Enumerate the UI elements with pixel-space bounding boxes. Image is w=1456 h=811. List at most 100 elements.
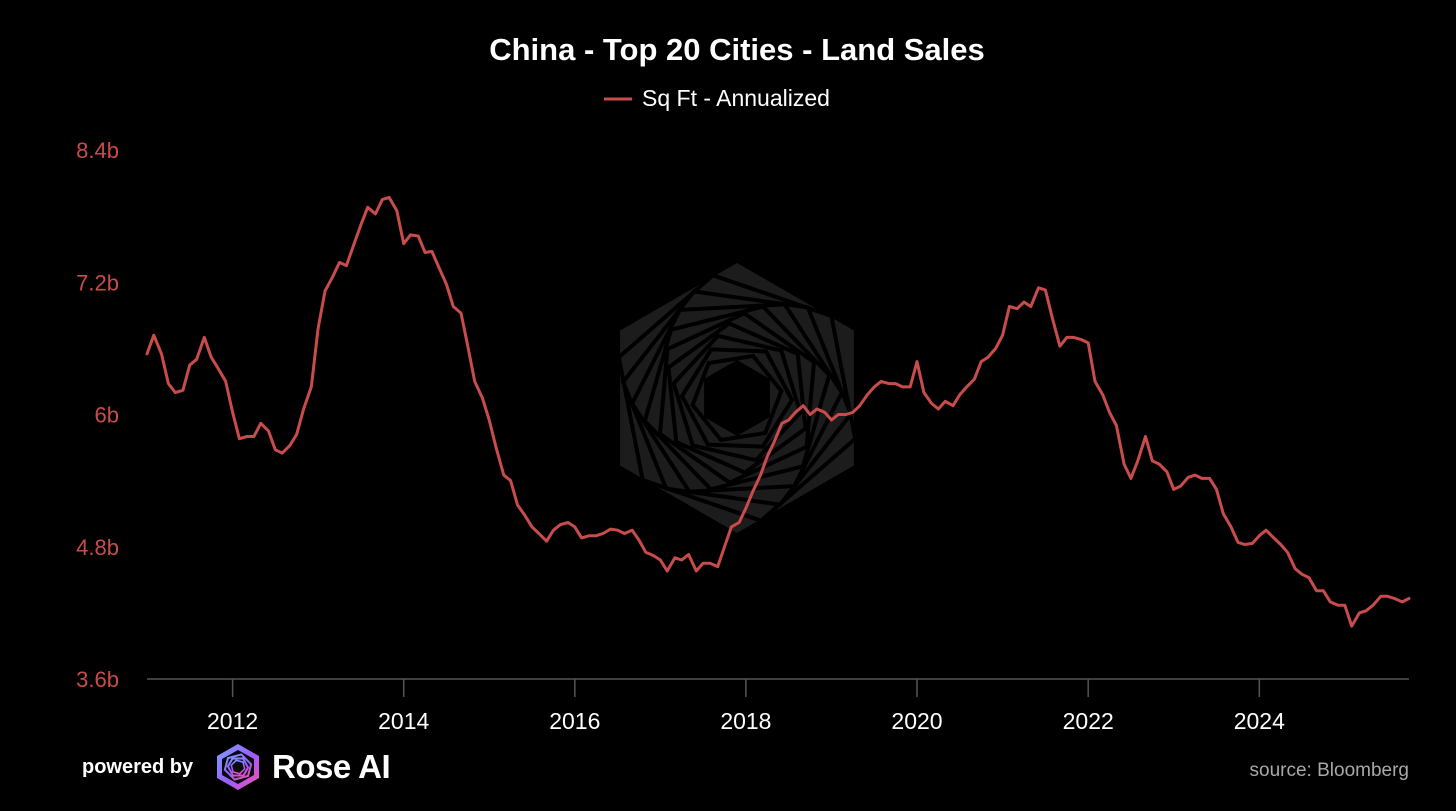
data-point: [666, 569, 669, 573]
data-point: [210, 356, 213, 359]
series-points: [145, 196, 1411, 628]
data-point: [759, 473, 762, 477]
y-tick-label: 6b: [95, 403, 119, 428]
data-point: [1200, 477, 1204, 480]
data-point: [160, 352, 163, 356]
data-point: [787, 418, 790, 422]
data-point: [267, 429, 270, 433]
data-point: [281, 451, 284, 455]
data-point: [238, 437, 241, 440]
data-point: [644, 551, 647, 554]
data-point: [944, 400, 947, 403]
x-tick-label: 2022: [1063, 708, 1114, 734]
data-point: [423, 251, 427, 254]
data-point: [823, 411, 826, 414]
data-point: [1264, 529, 1268, 532]
data-point: [537, 532, 541, 535]
data-point: [723, 545, 726, 548]
data-point: [152, 334, 155, 337]
data-point: [274, 448, 277, 451]
data-point: [958, 393, 961, 396]
data-point: [1029, 305, 1033, 308]
data-point: [1065, 336, 1069, 339]
data-point: [530, 525, 534, 529]
data-point: [1322, 589, 1325, 592]
data-point: [1294, 567, 1297, 570]
data-point: [145, 352, 149, 356]
data-point: [545, 540, 548, 543]
data-point: [259, 422, 262, 425]
data-point: [1044, 288, 1047, 292]
data-point: [894, 382, 897, 385]
data-point: [1179, 484, 1182, 488]
data-point: [965, 385, 968, 389]
data-point: [331, 275, 334, 278]
data-point: [1236, 541, 1240, 544]
data-point: [302, 407, 305, 411]
data-point: [701, 562, 705, 565]
data-point: [466, 345, 469, 348]
data-point: [1022, 300, 1026, 304]
data-point: [310, 385, 313, 389]
data-point: [1037, 286, 1040, 289]
data-point: [409, 233, 412, 237]
watermark-hexagon-ring: [620, 289, 854, 507]
data-point: [366, 206, 369, 209]
watermark-hexagon-ring: [629, 302, 845, 494]
data-point: [951, 404, 955, 407]
data-point: [637, 538, 641, 542]
data-point: [609, 527, 612, 531]
data-point: [673, 556, 677, 559]
data-point: [1008, 305, 1011, 308]
data-point: [915, 360, 919, 363]
data-point: [659, 558, 662, 562]
data-point: [1165, 470, 1169, 473]
data-point: [395, 209, 398, 212]
data-point: [1093, 380, 1097, 383]
data-point: [687, 553, 690, 556]
data-point: [922, 391, 926, 394]
data-point: [288, 444, 292, 447]
data-point: [1251, 542, 1254, 545]
data-point: [595, 534, 598, 537]
data-point: [1072, 336, 1075, 339]
data-point: [879, 380, 883, 383]
data-point: [203, 336, 206, 339]
data-point: [1144, 435, 1147, 438]
data-point: [630, 529, 634, 532]
data-point: [1386, 595, 1389, 598]
watermark-hexagon-ring: [671, 333, 803, 463]
data-point: [1222, 512, 1225, 515]
data-point: [1087, 341, 1090, 345]
data-point: [772, 440, 776, 444]
x-tick-label: 2024: [1234, 708, 1285, 734]
data-point: [937, 407, 940, 411]
y-axis: 3.6b 4.8b 6b 7.2b 8.4b: [76, 138, 119, 692]
data-point: [417, 234, 420, 238]
data-point: [573, 525, 576, 529]
watermark-hexagon-ring: [642, 304, 832, 492]
data-point: [873, 385, 876, 389]
data-point: [601, 532, 605, 535]
data-point: [744, 507, 748, 510]
x-axis: 2012 2014 2016 2018 2020 2022 2024: [147, 678, 1409, 734]
data-point: [502, 473, 505, 477]
legend: Sq Ft - Annualized: [604, 85, 830, 111]
data-point: [1158, 462, 1161, 466]
watermark-hexagon-core: [704, 360, 770, 436]
x-tick-label: 2012: [207, 708, 258, 734]
data-point: [224, 380, 227, 383]
data-point: [1379, 595, 1383, 598]
data-point: [1336, 604, 1340, 607]
data-point: [1407, 597, 1411, 600]
data-point: [794, 411, 797, 414]
data-point: [509, 479, 512, 482]
data-point: [1187, 476, 1190, 479]
data-point: [815, 407, 819, 411]
data-point: [1208, 477, 1211, 480]
data-point: [1393, 597, 1396, 600]
data-point: [837, 413, 840, 416]
data-point: [1365, 609, 1368, 612]
data-point: [716, 565, 719, 568]
